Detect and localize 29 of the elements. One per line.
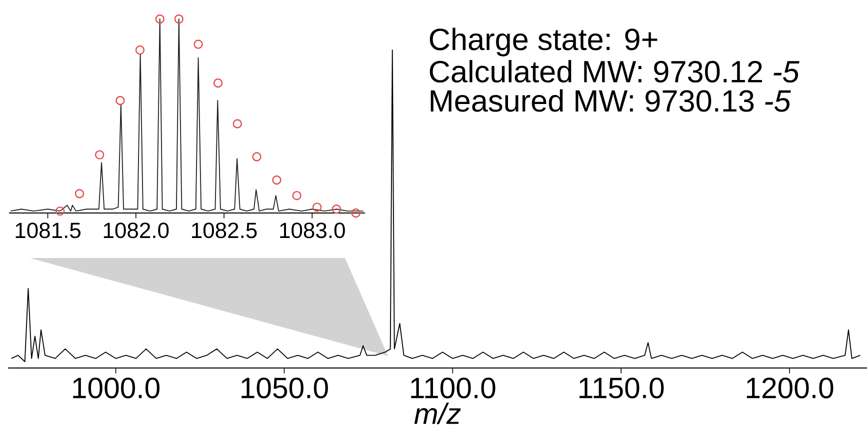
x-tick-label: 1150.0 [580,378,664,398]
point [232,119,242,128]
annotation: Measured MW: 9730.13 -5 [430,89,791,112]
point [74,189,84,198]
point [252,152,262,162]
x-tick-label: 1050.0 [242,378,328,398]
point [194,40,203,49]
x-tick-label: 1082.0 [104,222,169,238]
point [292,190,302,200]
point [351,208,360,218]
point [332,204,342,214]
x-tick-label: 1082.5 [192,222,257,238]
point [272,175,282,185]
x-tick-label: 1200.0 [746,378,834,398]
point [116,96,125,106]
annotation: Charge state: 9+ [430,28,658,56]
x-tick-label: 1083.0 [280,222,345,238]
point [135,45,145,55]
point [213,78,223,88]
x-axis-title: m/z [414,402,461,424]
annotation: Calculated MW: 9730.12 -5 [430,60,800,83]
point [312,202,322,212]
point [94,150,104,160]
point [155,14,164,24]
x-tick-label: 1000.0 [73,378,160,398]
x-tick-label: 1081.5 [16,222,80,238]
point [56,206,65,216]
point [174,14,184,24]
x-tick-label: 1100.0 [411,378,496,398]
